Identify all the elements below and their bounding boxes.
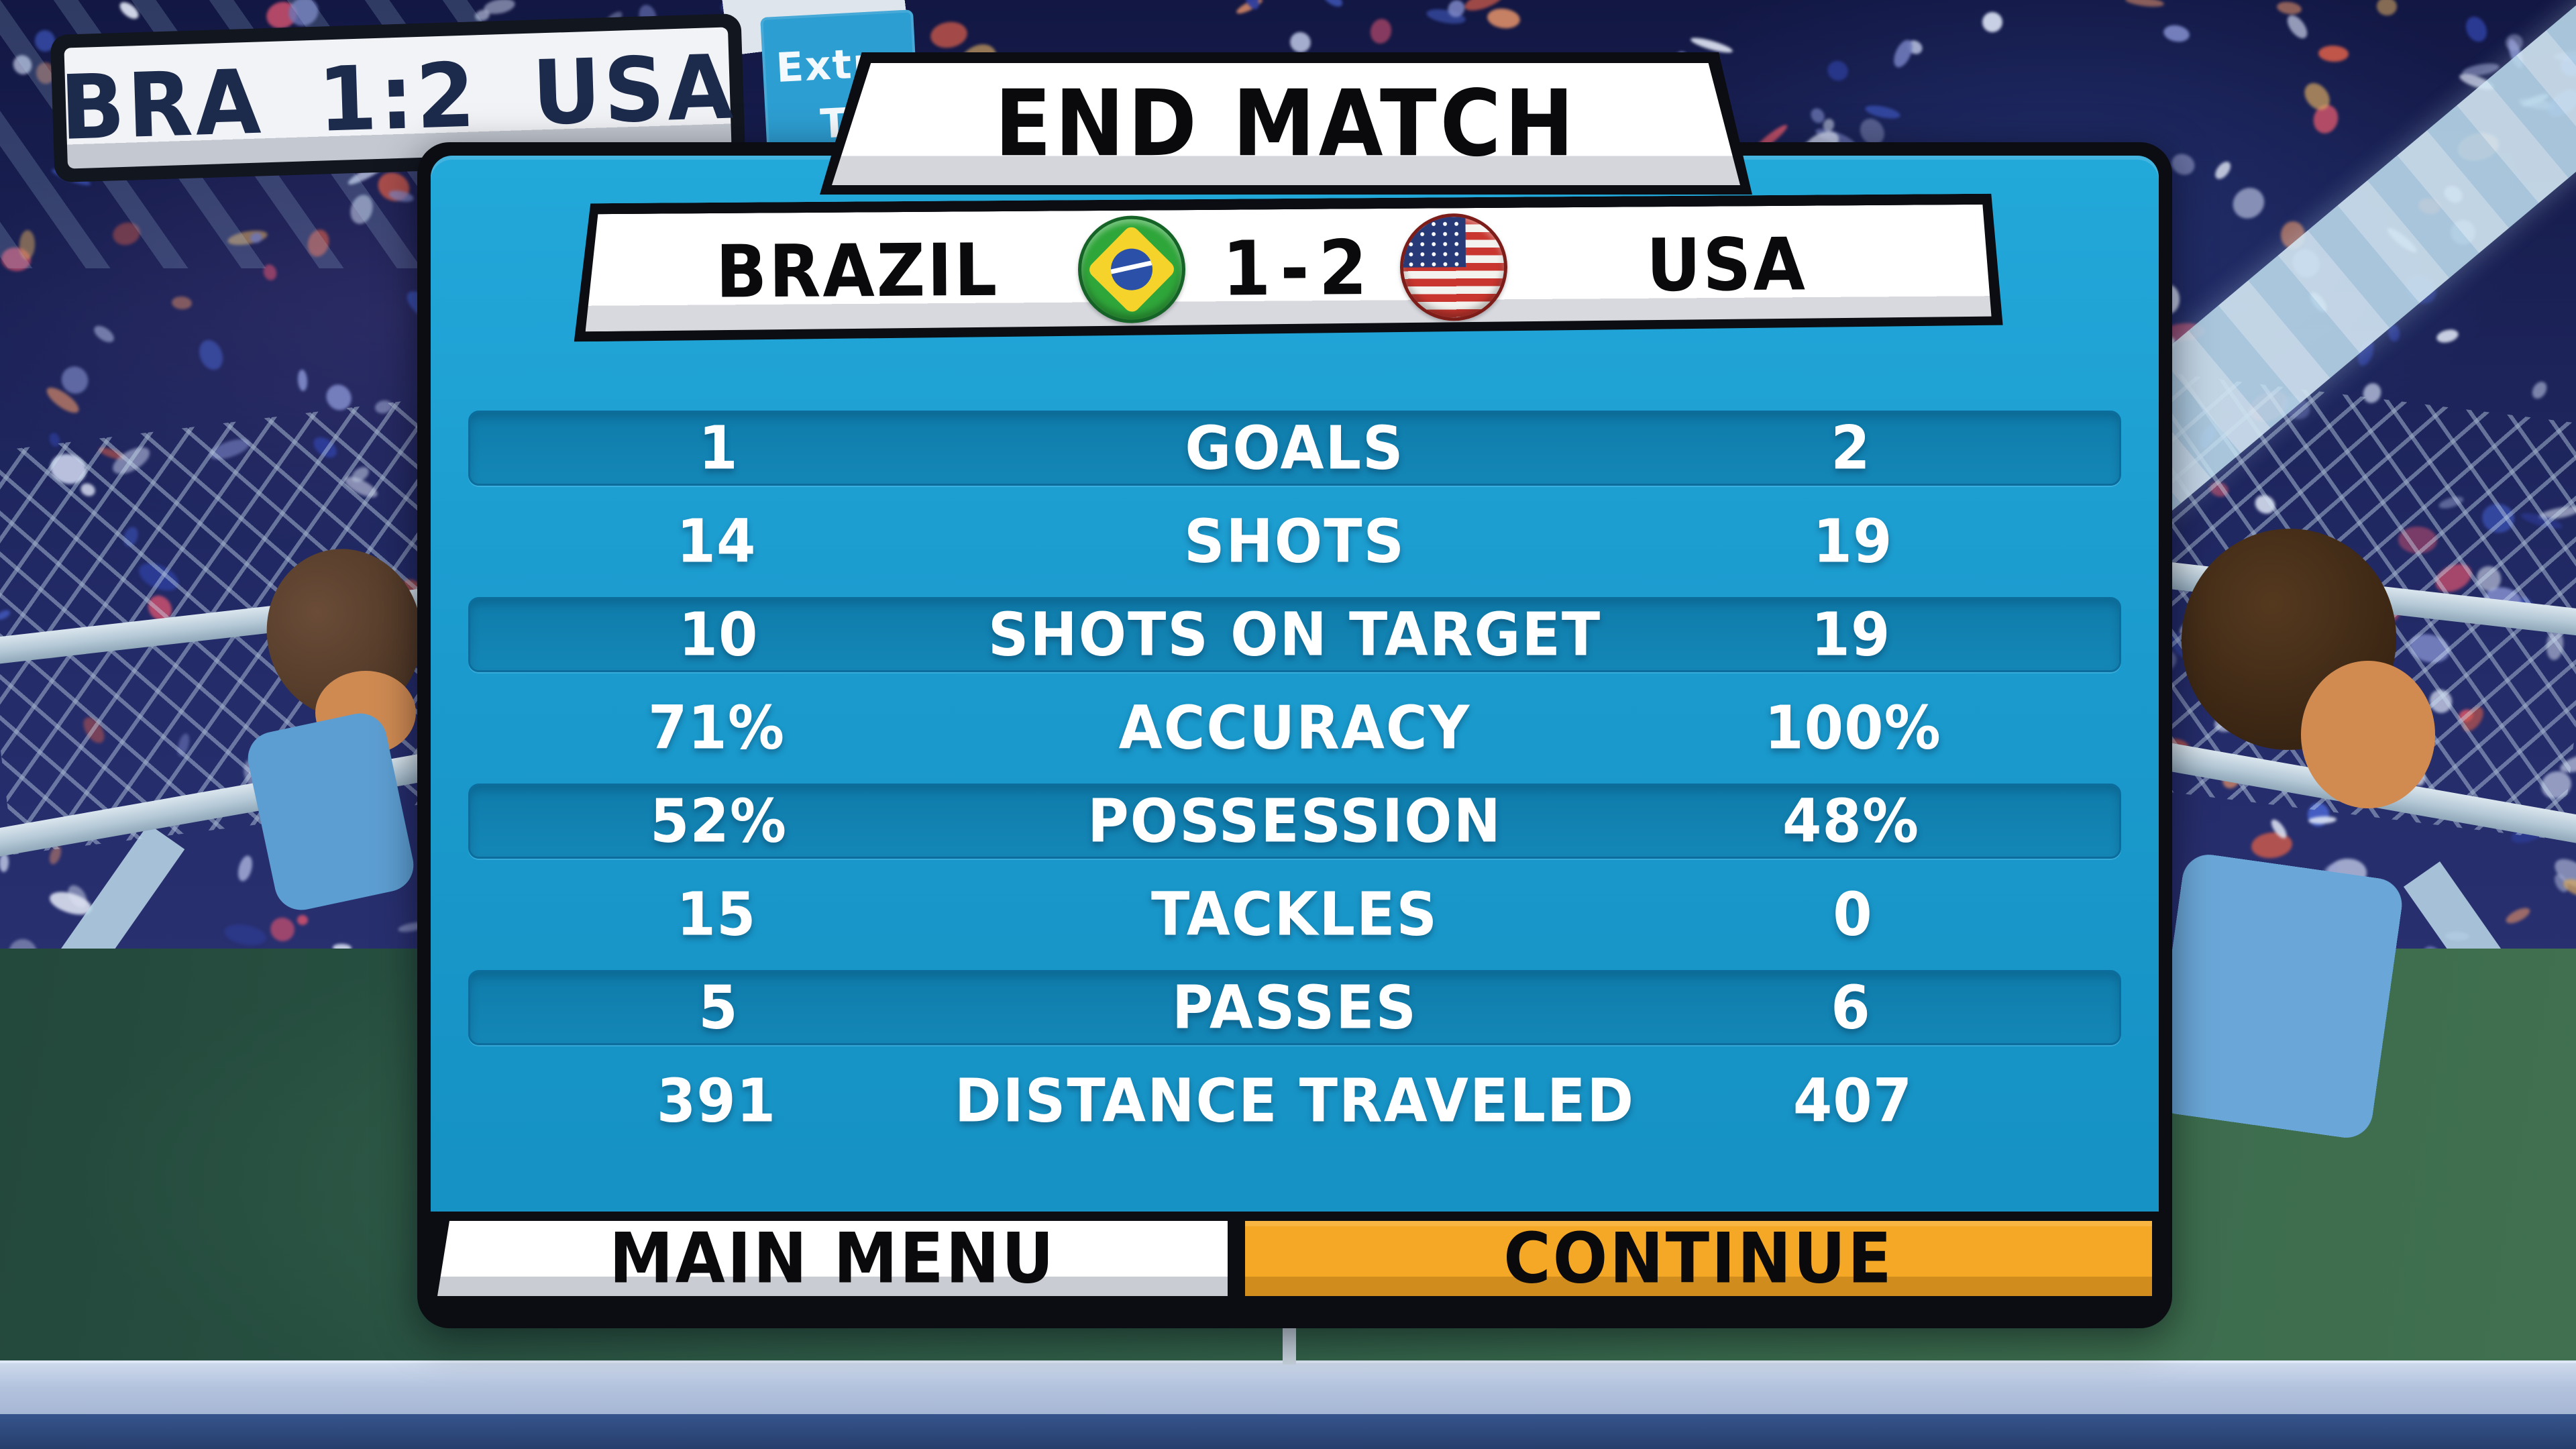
stat-home-value: 52% — [649, 786, 788, 856]
score-separator: - — [1279, 223, 1320, 313]
stat-away-value: 407 — [1792, 1066, 1913, 1136]
stat-home-value: 15 — [676, 879, 757, 949]
stat-away-value: 6 — [1831, 973, 1871, 1042]
stat-away-value: 2 — [1831, 413, 1871, 483]
stat-home-value: 391 — [656, 1066, 777, 1136]
home-team-name: BRAZIL — [715, 227, 1000, 315]
stat-home-value: 71% — [647, 693, 786, 763]
stat-label: SHOTS ON TARGET — [987, 600, 1602, 669]
stat-away-value: 0 — [1833, 879, 1873, 949]
stat-label: DISTANCE TRAVELED — [954, 1066, 1635, 1136]
stat-row-shots-on-target: 10 SHOTS ON TARGET 19 — [468, 597, 2121, 672]
end-match-panel: BRAZIL 1 - 2 USA — [417, 142, 2172, 1328]
stat-label: ACCURACY — [1118, 693, 1471, 763]
main-menu-button[interactable]: MAIN MENU — [437, 1221, 1228, 1296]
stat-row-goals: 1 GOALS 2 — [468, 411, 2121, 486]
stat-away-value: 100% — [1764, 693, 1941, 763]
pitch-apron — [0, 1414, 2576, 1449]
end-match-title: END MATCH — [994, 70, 1578, 178]
continue-button-label: CONTINUE — [1503, 1218, 1894, 1299]
stat-home-value: 14 — [676, 506, 757, 576]
stat-row-passes: 5 PASSES 6 — [468, 970, 2121, 1045]
end-match-banner: END MATCH — [820, 52, 1752, 195]
stat-label: GOALS — [1185, 413, 1405, 483]
home-score: 1 — [1222, 223, 1281, 313]
stat-row-possession: 52% POSSESSION 48% — [468, 784, 2121, 859]
button-bar: MAIN MENU CONTINUE — [428, 1212, 2161, 1305]
stat-row-accuracy: 71% ACCURACY 100% — [468, 690, 2121, 765]
pitch-wall — [0, 1360, 2576, 1417]
hud-scoreboard-text: BRA 1:2 USA — [58, 35, 737, 160]
stat-home-value: 5 — [698, 973, 739, 1042]
stat-row-distance-traveled: 391 DISTANCE TRAVELED 407 — [468, 1063, 2121, 1138]
away-score: 2 — [1318, 223, 1377, 313]
brazil-flag-icon — [1077, 215, 1185, 323]
stat-row-tackles: 15 TACKLES 0 — [468, 877, 2121, 952]
continue-button[interactable]: CONTINUE — [1245, 1221, 2152, 1296]
player-right-jersey — [2149, 851, 2406, 1142]
player-right-face — [2301, 661, 2435, 808]
score-bar: BRAZIL 1 - 2 USA — [573, 194, 2002, 342]
stat-away-value: 19 — [1811, 600, 1891, 669]
main-menu-button-label: MAIN MENU — [609, 1218, 1056, 1299]
stat-home-value: 1 — [698, 413, 739, 483]
away-team-name: USA — [1646, 221, 1808, 308]
stat-label: TACKLES — [1151, 879, 1438, 949]
stat-label: POSSESSION — [1087, 786, 1502, 856]
pitch-line — [1283, 1318, 1296, 1364]
stat-away-value: 48% — [1782, 786, 1920, 856]
stat-home-value: 10 — [678, 600, 759, 669]
stat-label: SHOTS — [1183, 506, 1405, 576]
stat-away-value: 19 — [1813, 506, 1893, 576]
stat-row-shots: 14 SHOTS 19 — [468, 504, 2121, 579]
end-match-panel-body — [431, 156, 2159, 1297]
usa-flag-icon — [1399, 213, 1507, 321]
stat-label: PASSES — [1172, 973, 1417, 1042]
